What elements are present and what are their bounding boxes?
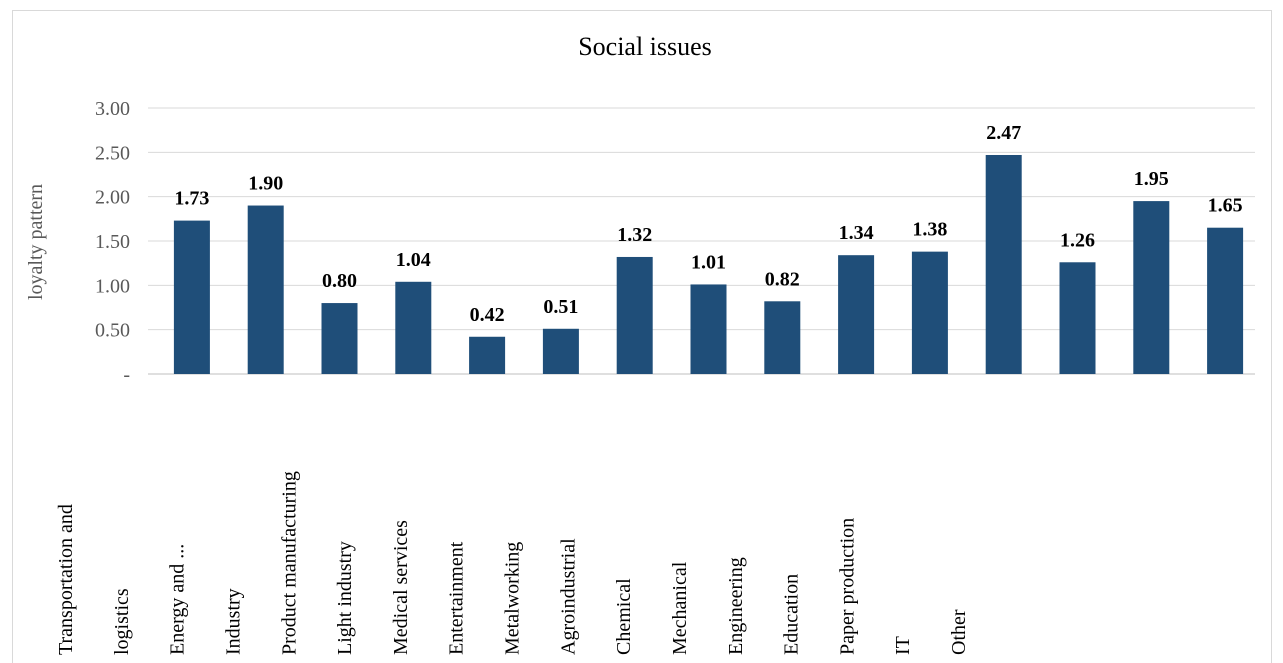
bar [985,154,1022,374]
y-tick-labels: - 0.50 1.00 1.50 2.00 2.50 3.00 [95,98,130,386]
bar [469,336,506,374]
x-tick-label: Entertainment [446,541,468,655]
data-label: 0.82 [765,268,800,290]
x-tick-label: Industry [222,588,244,655]
data-label: 1.04 [396,249,431,271]
bar [1207,227,1244,374]
data-label: 0.51 [543,296,578,318]
y-tick-label: 3.00 [95,98,130,120]
y-tick-label: - [123,364,130,386]
bar [616,256,653,374]
data-label: 1.65 [1208,195,1243,217]
x-tick-label: Metalworking [502,542,524,655]
x-tick-label: Product manufacturing [278,471,300,655]
chart-title: Social issues [578,32,712,61]
x-tick-label: Mechanical [669,561,691,655]
x-tick-label: Transportation and [55,504,77,655]
bar [1133,201,1170,374]
bar [321,303,358,374]
data-label: 1.26 [1060,229,1095,251]
data-label: 0.42 [470,304,505,326]
bar [764,301,801,374]
x-tick-label: Engineering [725,557,747,655]
y-tick-label: 1.00 [95,275,130,297]
x-tick-label: Other [948,609,970,655]
y-axis-label: loyalty pattern [25,184,47,300]
bar [838,255,875,374]
data-label: 1.73 [174,188,209,210]
data-label: 1.32 [617,224,652,246]
bar [911,251,948,374]
x-tick-label: Chemical [613,578,635,655]
data-label: 2.47 [986,122,1021,144]
bar [1059,262,1096,374]
x-tick-label: Education [781,574,803,655]
data-label: 1.90 [248,173,283,195]
y-tick-label: 2.50 [95,142,130,164]
bar [173,220,210,374]
data-label: 0.80 [322,270,357,292]
x-tick-label: IT [892,636,914,655]
bars [173,154,1244,374]
x-tick-labels: Transportation and logistics Energy and ..… [55,471,970,655]
x-tick-label: logistics [111,588,133,655]
x-tick-label: Paper production [836,518,858,655]
chart-frame [12,10,1272,663]
bar [542,328,579,374]
data-label: 1.95 [1134,168,1169,190]
data-label: 1.34 [839,222,874,244]
x-tick-label: Light industry [334,541,356,655]
bar [247,205,284,374]
bar [690,284,727,374]
data-label: 1.01 [691,251,726,273]
data-labels: 1.73 1.90 0.80 1.04 0.42 0.51 1.32 1.01 0.82 1.34… [174,122,1242,326]
x-tick-label: Medical services [390,520,412,655]
y-tick-label: 1.50 [95,231,130,253]
bar [395,281,432,374]
x-tick-label: Energy and ... [167,544,189,655]
data-label: 1.38 [912,219,947,241]
y-tick-label: 2.00 [95,187,130,209]
x-tick-label: Agroindustrial [557,538,579,655]
y-tick-label: 0.50 [95,320,130,342]
